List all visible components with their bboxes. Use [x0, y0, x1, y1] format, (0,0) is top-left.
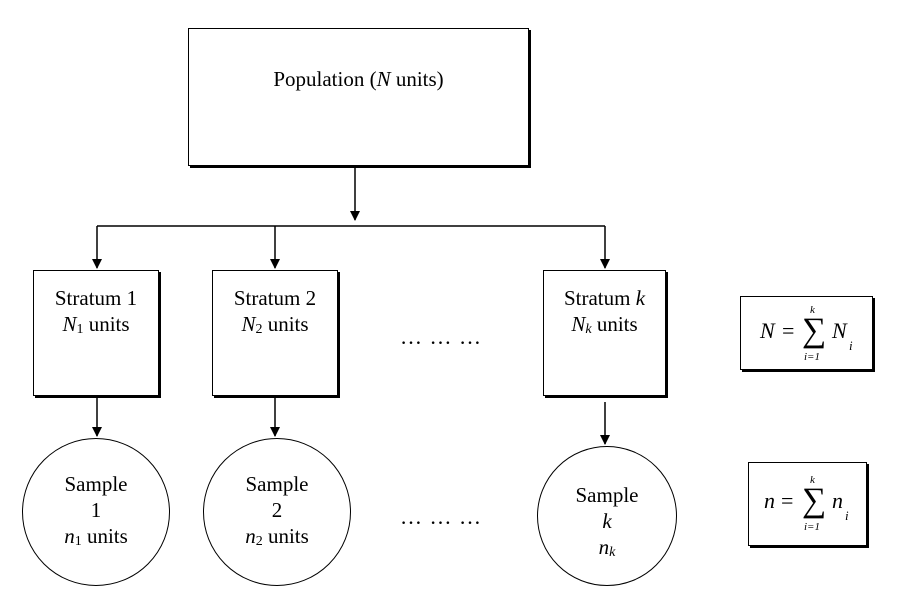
population-box	[188, 28, 529, 166]
formula-n-equals: =	[781, 488, 794, 513]
samples-ellipsis: … … …	[400, 504, 482, 529]
sample-k-units: nk	[598, 535, 616, 560]
formula-N-index: i	[849, 338, 853, 353]
sample-2-title: Sample	[245, 472, 309, 496]
stratum-2-title: Stratum 2	[233, 286, 317, 310]
sample-2-number: 2	[271, 498, 283, 522]
formula-N-upper-limit: k	[810, 304, 815, 316]
formula-N-lower-limit: i=1	[804, 351, 820, 363]
sample-k-circle	[537, 446, 677, 586]
stratum-k-box	[543, 270, 666, 396]
population-total-formula-box	[740, 296, 873, 370]
stratum-k-units: Nk units	[571, 312, 638, 337]
stratum-1-box	[33, 270, 159, 396]
stratum-2-box	[212, 270, 338, 396]
formula-n-lower-limit: i=1	[804, 521, 820, 533]
population-label: Population (N units)	[273, 67, 444, 91]
population-total-formula: N = k ∑ i=1 N i	[740, 296, 873, 370]
sample-k-title: Sample	[575, 483, 639, 507]
formula-n-term: n	[832, 488, 843, 513]
formula-n-upper-limit: k	[810, 474, 815, 486]
sample-k-number: k	[602, 509, 612, 533]
stratum-1-title: Stratum 1	[54, 286, 138, 310]
sample-1-circle	[22, 438, 170, 586]
formula-n-lhs: n	[764, 488, 775, 513]
sample-2-circle	[203, 438, 351, 586]
formula-n-sigma: ∑	[802, 482, 827, 519]
stratum-k-title: Stratum k	[563, 286, 646, 310]
formula-n-index: i	[845, 508, 849, 523]
formula-N-lhs: N	[760, 318, 775, 343]
sample-total-formula: n = k ∑ i=1 n i	[748, 462, 867, 546]
stratum-2-units: N2 units	[241, 312, 309, 337]
sample-1-number: 1	[90, 498, 102, 522]
sample-1-title: Sample	[64, 472, 128, 496]
sample-total-formula-box	[748, 462, 867, 546]
stratum-1-units: N1 units	[62, 312, 130, 337]
formula-N-equals: =	[782, 318, 795, 343]
sample-1-units: n1 units	[64, 524, 128, 549]
sample-2-units: n2 units	[245, 524, 309, 549]
formula-N-sigma: ∑	[802, 312, 827, 349]
strata-ellipsis: … … …	[400, 324, 482, 349]
formula-N-term: N	[832, 318, 847, 343]
